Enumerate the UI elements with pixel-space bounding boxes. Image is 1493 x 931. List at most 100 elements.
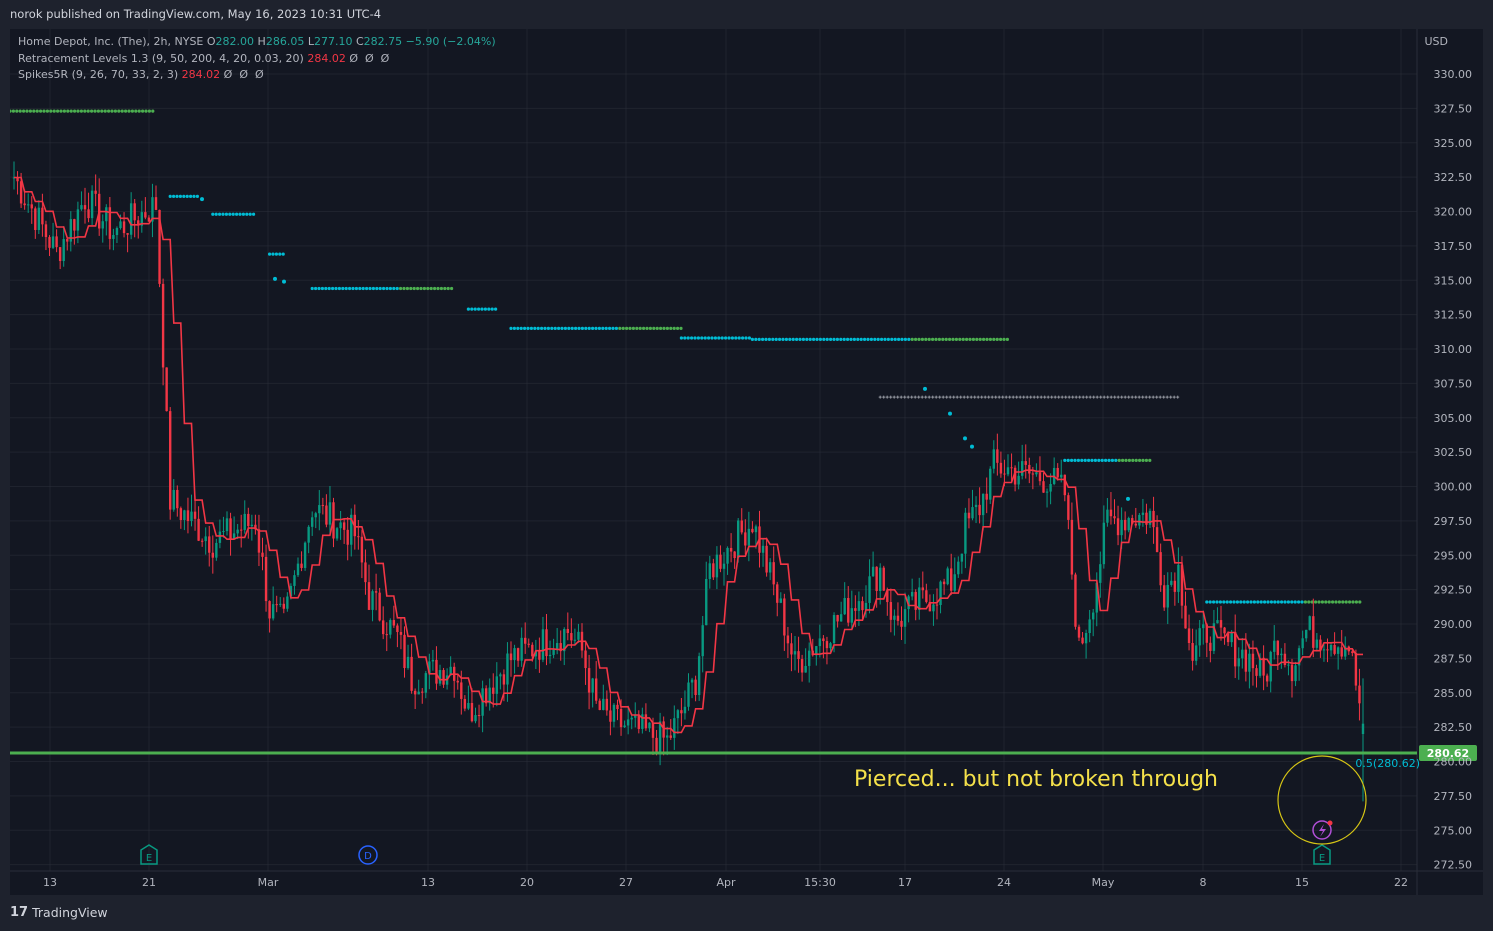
level-dot [1256, 600, 1260, 604]
candle-body [133, 203, 136, 221]
level-dot [1337, 600, 1341, 604]
level-dot [221, 212, 225, 216]
level-dot [1314, 600, 1318, 604]
price-chart[interactable]: 280.62 0.5(280.62) 330.00 327.50 325.00 322.… [10, 29, 1483, 895]
candle-body [204, 536, 207, 542]
price-tick-label: 277.50 [1434, 790, 1473, 803]
level-dot [832, 337, 836, 341]
time-tick-label: Mar [258, 876, 279, 889]
level-dot [1076, 458, 1080, 462]
price-tick-label: 282.50 [1434, 721, 1473, 734]
candle-body [413, 690, 417, 695]
candle-body [44, 224, 48, 238]
candle-body [559, 643, 562, 652]
indicator2-name: Spikes5R (9, 26, 70, 33, 2, 3) [18, 68, 179, 81]
candle-body [634, 714, 637, 718]
candle-body [1326, 649, 1329, 651]
dividend-marker-icon [358, 845, 378, 865]
candle-body [957, 561, 960, 575]
level-dot [35, 109, 39, 113]
candle-body [619, 709, 623, 728]
level-dot [56, 109, 60, 113]
candle-body [996, 449, 999, 463]
candle-body [165, 367, 168, 412]
indicator2-row[interactable]: Spikes5R (9, 26, 70, 33, 2, 3) 284.02 Ø … [18, 67, 496, 84]
indicator1-row[interactable]: Retracement Levels 1.3 (9, 50, 200, 4, 2… [18, 51, 496, 68]
level-dot [1324, 600, 1328, 604]
candle-body [58, 247, 62, 262]
candle-body [655, 737, 658, 753]
candle-body [953, 574, 956, 591]
level-dot [798, 337, 802, 341]
level-dot [608, 326, 612, 330]
price-tick-label: 285.00 [1434, 687, 1473, 700]
candle-body [744, 532, 747, 546]
candle-body [257, 529, 261, 553]
level-dot [747, 336, 752, 340]
level-dot [1252, 600, 1256, 604]
level-dot [473, 307, 477, 311]
candle-body [509, 653, 513, 661]
price-tick-label: 317.50 [1434, 240, 1473, 253]
level-dot [703, 336, 707, 340]
candle-body [339, 522, 342, 529]
level-dot [805, 337, 809, 341]
level-dot [594, 326, 598, 330]
candle-body [275, 604, 278, 606]
footer-brand[interactable]: 17 TradingView [10, 905, 108, 920]
candle-body [176, 489, 179, 509]
candle-body [921, 587, 924, 591]
candle-body [190, 511, 193, 521]
level-dot [941, 337, 945, 341]
level-dot [1300, 600, 1304, 604]
candle-body [946, 568, 949, 585]
tradingview-logo-icon: 17 [10, 905, 29, 920]
level-dot [422, 286, 426, 291]
level-dot [951, 337, 955, 341]
level-dot [429, 286, 433, 291]
level-dot [700, 336, 704, 340]
candle-body [857, 601, 861, 611]
level-dot [543, 326, 547, 330]
candle-body [815, 646, 818, 656]
level-dot [635, 326, 639, 330]
level-dot [944, 337, 948, 341]
candle-body [772, 562, 775, 585]
level-dot [278, 252, 282, 256]
level-dot [720, 336, 724, 340]
candle-body [1173, 580, 1177, 592]
candle-body [193, 511, 197, 519]
candle-body [389, 620, 392, 635]
level-dot [560, 326, 564, 330]
candle-body [183, 510, 186, 520]
level-dot [767, 337, 772, 341]
candle-body [960, 553, 964, 562]
currency-label: USD [1424, 35, 1448, 48]
level-dot [1110, 458, 1114, 462]
level-dot [446, 286, 450, 291]
candle-body [932, 604, 935, 612]
earnings-marker-label: E [1319, 853, 1325, 864]
level-dot [1083, 458, 1087, 462]
candle-body [825, 641, 829, 649]
level-dot [1208, 600, 1212, 604]
candle-body [524, 637, 527, 644]
level-dot [1080, 458, 1084, 462]
candle-body [1251, 653, 1255, 669]
candle-body [935, 604, 939, 606]
chart-pane[interactable] [10, 29, 1483, 895]
candle-body [541, 629, 545, 660]
level-dot [971, 337, 976, 341]
candle-body [101, 221, 104, 229]
price-tick-label: 327.50 [1434, 102, 1473, 115]
candle-body [726, 547, 729, 564]
candle-body [211, 552, 214, 558]
level-dot [238, 212, 242, 216]
candle-body [1187, 628, 1191, 643]
level-dot [32, 109, 36, 113]
candle-body [616, 704, 619, 710]
candle-body [1106, 509, 1109, 523]
level-dot [781, 337, 785, 341]
candle-body [417, 691, 420, 695]
candle-body [431, 659, 435, 662]
